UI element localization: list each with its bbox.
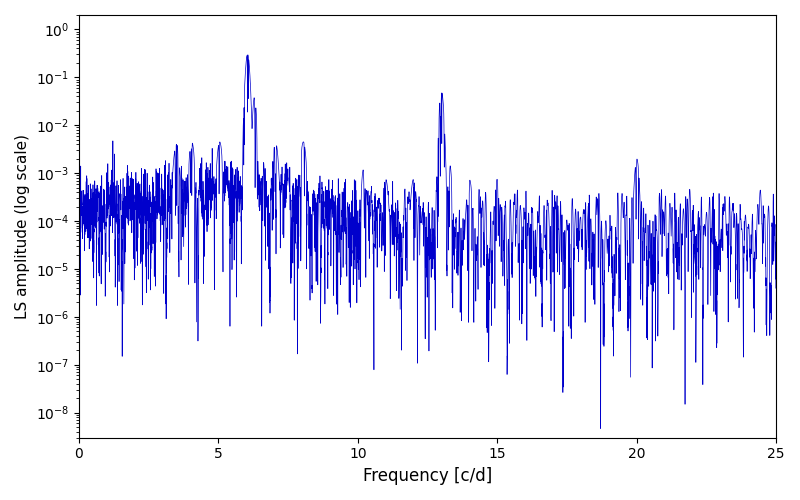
Y-axis label: LS amplitude (log scale): LS amplitude (log scale): [15, 134, 30, 319]
X-axis label: Frequency [c/d]: Frequency [c/d]: [363, 467, 492, 485]
